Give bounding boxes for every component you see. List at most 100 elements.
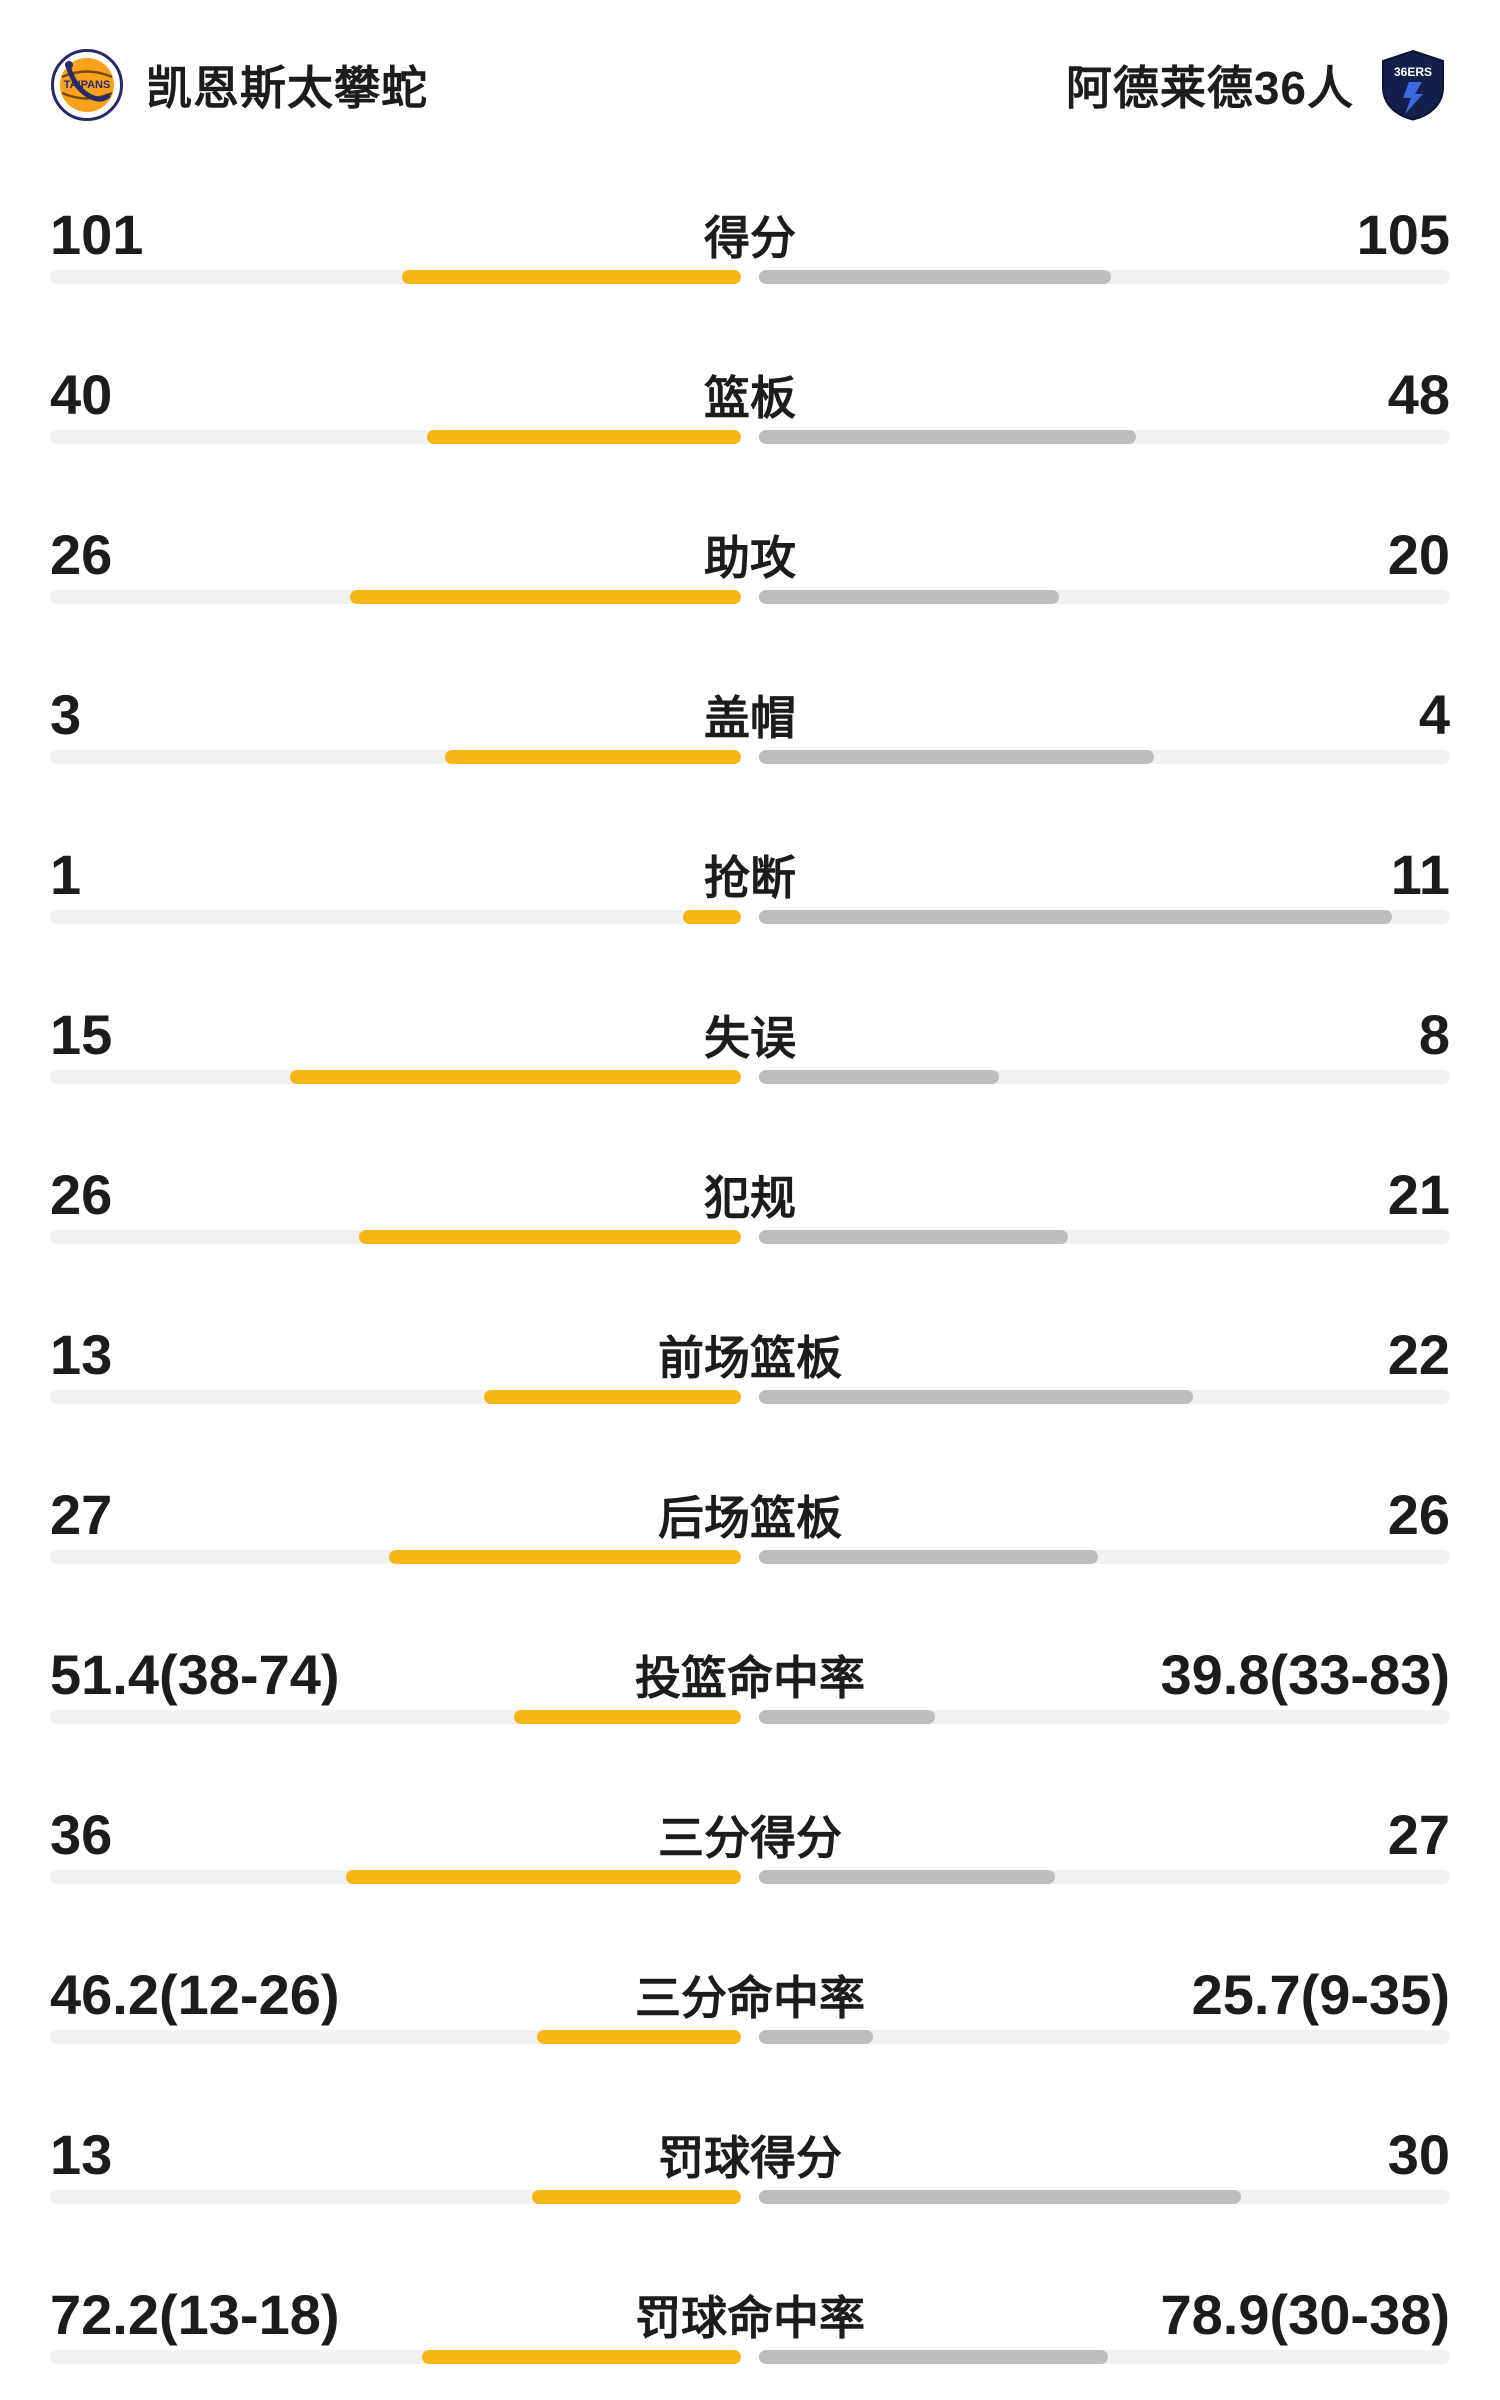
- left-value: 72.2(13-18): [50, 2283, 340, 2346]
- stat-label: 助攻: [704, 532, 796, 584]
- stat-row: 13 前场篮板 22: [50, 1320, 1450, 1404]
- right-team[interactable]: 阿德莱德36人 36ERS: [1066, 48, 1450, 122]
- stat-values: 1 抢断 11: [50, 840, 1450, 910]
- right-track: [759, 910, 1450, 924]
- stat-row: 51.4(38-74) 投篮命中率 39.8(33-83): [50, 1640, 1450, 1724]
- right-track: [759, 430, 1450, 444]
- stat-label: 罚球得分: [658, 2132, 842, 2184]
- right-bar: [759, 1550, 1098, 1564]
- left-value: 27: [50, 1483, 113, 1546]
- right-value: 30: [1387, 2123, 1450, 2186]
- left-bar: [388, 1550, 741, 1564]
- left-track: [50, 590, 741, 604]
- stat-bar-track: [50, 2030, 1450, 2044]
- left-bar: [290, 1070, 741, 1084]
- stat-row: 36 三分得分 27: [50, 1800, 1450, 1884]
- right-value: 4: [1418, 683, 1450, 746]
- right-value: 27: [1387, 1803, 1450, 1866]
- left-track: [50, 1550, 741, 1564]
- 36ers-logo-icon: 36ERS: [1382, 49, 1444, 121]
- right-track: [759, 590, 1450, 604]
- right-track: [759, 270, 1450, 284]
- stat-values: 13 前场篮板 22: [50, 1320, 1450, 1390]
- stat-row: 13 罚球得分 30: [50, 2120, 1450, 2204]
- right-value: 39.8(33-83): [1160, 1643, 1450, 1706]
- stat-bar-track: [50, 590, 1450, 604]
- stat-bar-track: [50, 1550, 1450, 1564]
- header: TAIPANS 凯恩斯太攀蛇 阿德莱德36人 36ERS: [50, 48, 1450, 122]
- stat-label: 前场篮板: [658, 1332, 842, 1384]
- stat-row: 26 助攻 20: [50, 520, 1450, 604]
- left-bar: [426, 430, 741, 444]
- left-bar: [402, 270, 741, 284]
- stat-row: 15 失误 8: [50, 1000, 1450, 1084]
- stat-bar-track: [50, 910, 1450, 924]
- right-track: [759, 750, 1450, 764]
- stat-row: 72.2(13-18) 罚球命中率 78.9(30-38): [50, 2280, 1450, 2364]
- left-value: 1: [50, 843, 82, 906]
- left-track: [50, 1070, 741, 1084]
- left-bar: [350, 590, 741, 604]
- stat-label: 盖帽: [704, 692, 796, 744]
- stat-values: 46.2(12-26) 三分命中率 25.7(9-35): [50, 1960, 1450, 2030]
- right-bar: [759, 750, 1154, 764]
- left-value: 46.2(12-26): [50, 1963, 340, 2026]
- left-value: 13: [50, 1323, 113, 1386]
- stat-row: 40 篮板 48: [50, 360, 1450, 444]
- left-bar: [346, 1870, 741, 1884]
- right-value: 20: [1387, 523, 1450, 586]
- right-track: [759, 1390, 1450, 1404]
- right-value: 78.9(30-38): [1160, 2283, 1450, 2346]
- stat-row: 26 犯规 21: [50, 1160, 1450, 1244]
- right-bar: [759, 2190, 1242, 2204]
- left-track: [50, 1710, 741, 1724]
- left-team[interactable]: TAIPANS 凯恩斯太攀蛇: [50, 48, 428, 122]
- stat-values: 13 罚球得分 30: [50, 2120, 1450, 2190]
- right-value: 8: [1418, 1003, 1450, 1066]
- right-bar: [759, 590, 1060, 604]
- right-track: [759, 2190, 1450, 2204]
- stat-label: 罚球命中率: [635, 2292, 865, 2344]
- stat-row: 46.2(12-26) 三分命中率 25.7(9-35): [50, 1960, 1450, 2044]
- left-track: [50, 750, 741, 764]
- right-bar: [759, 1070, 1000, 1084]
- left-track: [50, 910, 741, 924]
- right-team-name: 阿德莱德36人: [1065, 62, 1354, 114]
- stat-values: 101 得分 105: [50, 200, 1450, 270]
- stat-label: 失误: [704, 1012, 796, 1064]
- stat-row: 3 盖帽 4: [50, 680, 1450, 764]
- stat-bar-track: [50, 270, 1450, 284]
- stat-bar-track: [50, 2350, 1450, 2364]
- right-value: 11: [1390, 843, 1450, 906]
- stat-values: 72.2(13-18) 罚球命中率 78.9(30-38): [50, 2280, 1450, 2350]
- right-track: [759, 1710, 1450, 1724]
- stat-bar-track: [50, 430, 1450, 444]
- right-track: [759, 1550, 1450, 1564]
- left-track: [50, 1230, 741, 1244]
- stat-bar-track: [50, 1230, 1450, 1244]
- stat-bar-track: [50, 1390, 1450, 1404]
- left-track: [50, 2350, 741, 2364]
- stat-values: 36 三分得分 27: [50, 1800, 1450, 1870]
- left-bar: [532, 2190, 741, 2204]
- stat-bar-track: [50, 2190, 1450, 2204]
- left-track: [50, 1390, 741, 1404]
- right-bar: [759, 910, 1393, 924]
- right-bar: [759, 1390, 1194, 1404]
- right-bar: [759, 2030, 873, 2044]
- left-bar: [513, 1710, 741, 1724]
- left-value: 26: [50, 1163, 113, 1226]
- stat-values: 3 盖帽 4: [50, 680, 1450, 750]
- right-bar: [759, 270, 1112, 284]
- right-bar: [759, 1870, 1056, 1884]
- stat-label: 三分得分: [658, 1812, 842, 1864]
- left-value: 3: [50, 683, 82, 746]
- left-bar: [683, 910, 741, 924]
- stat-values: 26 犯规 21: [50, 1160, 1450, 1230]
- stats-list: 101 得分 105 40 篮板 48: [50, 200, 1450, 2364]
- left-value: 51.4(38-74): [50, 1643, 340, 1706]
- left-value: 36: [50, 1803, 113, 1866]
- right-value: 48: [1387, 363, 1450, 426]
- right-bar: [759, 1710, 935, 1724]
- right-bar: [759, 1230, 1068, 1244]
